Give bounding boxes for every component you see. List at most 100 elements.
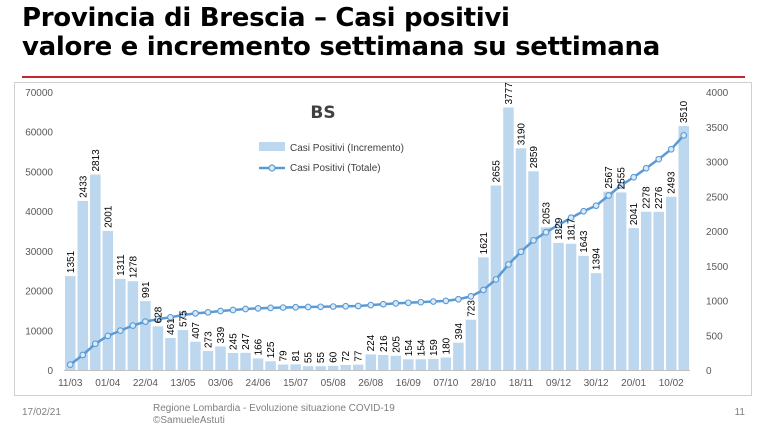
y-right-tick-label: 4000	[706, 88, 729, 99]
bar-data-label: 159	[429, 339, 440, 356]
bar	[565, 243, 577, 370]
line-point	[242, 305, 249, 313]
bar	[653, 211, 664, 370]
bar-data-label: 55	[304, 352, 315, 364]
x-tick-label: 03/06	[208, 378, 233, 389]
bar-data-label: 180	[441, 337, 452, 354]
x-tick-label: 13/05	[170, 378, 195, 389]
footer-source-line-2: ©SamueleAstuti	[153, 415, 225, 426]
line-point	[154, 315, 162, 323]
bar	[453, 342, 464, 370]
y-right-tick-label: 3000	[706, 158, 729, 169]
line-point	[317, 303, 325, 311]
y-left-tick-label: 0	[47, 366, 53, 377]
bar	[365, 354, 376, 370]
bar	[327, 365, 339, 370]
line-point	[617, 182, 625, 189]
bar-data-label: 2278	[642, 186, 653, 209]
bar-data-label: 77	[354, 350, 365, 362]
bar-data-label: 216	[379, 335, 390, 352]
bars-layer	[65, 107, 689, 370]
bar-data-label: 154	[404, 339, 415, 356]
footer-source: Regione Lombardia - Evoluzione situazion…	[153, 403, 395, 427]
line-point	[167, 313, 174, 321]
legend-label-bars: Casi Positivi (Incremento)	[290, 143, 404, 154]
bar	[227, 352, 239, 370]
x-tick-label: 24/06	[246, 378, 271, 389]
bar-data-label: 205	[391, 336, 402, 353]
bar-data-label: 2001	[103, 205, 114, 228]
bar-data-label: 1351	[66, 250, 77, 273]
bar-data-label: 2813	[91, 149, 102, 172]
x-tick-label: 01/04	[95, 378, 120, 389]
y-right-tick-label: 1000	[706, 297, 729, 308]
bar	[202, 351, 214, 370]
line-point	[505, 261, 512, 268]
line-point	[342, 302, 350, 310]
bar	[503, 107, 514, 370]
bar	[215, 346, 226, 370]
bar	[77, 200, 89, 370]
bar	[428, 358, 439, 370]
bar-data-label: 991	[141, 281, 152, 298]
y-left-tick-label: 70000	[25, 88, 53, 99]
bar-data-label: 224	[366, 334, 377, 351]
bar	[140, 301, 151, 370]
line-point	[304, 303, 312, 311]
line-point	[79, 351, 87, 359]
bar	[540, 227, 552, 370]
x-tick-label: 09/12	[546, 378, 571, 389]
y-right-tick-label: 2000	[706, 227, 729, 238]
bar	[315, 366, 326, 370]
y-right-tick-label: 500	[706, 331, 723, 342]
bar	[478, 257, 489, 370]
line-point	[592, 202, 600, 210]
x-tick-label: 11/03	[58, 378, 83, 389]
line-point	[116, 327, 124, 334]
bar	[277, 364, 289, 370]
bar	[302, 366, 314, 370]
bar	[590, 273, 602, 370]
bar-data-label: 2567	[604, 166, 615, 189]
line-point	[329, 303, 337, 310]
line-point	[104, 332, 112, 340]
y-left-tick-label: 50000	[25, 167, 53, 178]
legend-swatch-bars	[259, 142, 285, 151]
bar-data-label: 461	[166, 318, 177, 335]
line-point	[254, 305, 262, 312]
page-title: Provincia di Brescia – Casi positivi val…	[22, 4, 660, 61]
bar-data-label: 60	[329, 351, 340, 363]
legend: Casi Positivi (Incremento) Casi Positivi…	[259, 142, 404, 174]
bar-data-label: 3777	[504, 82, 515, 105]
line-point	[605, 192, 612, 199]
x-tick-label: 05/08	[321, 378, 346, 389]
line-point	[379, 300, 387, 308]
bar	[102, 230, 114, 370]
line-point	[91, 340, 99, 348]
line-point	[667, 145, 675, 153]
bar	[165, 337, 176, 370]
y-left-tick-label: 20000	[25, 287, 53, 298]
line-point	[179, 311, 187, 319]
bar-data-label: 273	[203, 331, 214, 348]
bar-data-label: 72	[341, 350, 352, 362]
line-point	[142, 318, 149, 325]
legend-swatch-marker	[268, 164, 276, 172]
bar	[390, 355, 402, 370]
bar-data-label: 1643	[579, 230, 590, 253]
line-point	[630, 173, 638, 181]
bar-data-label: 575	[178, 310, 189, 327]
bar-data-label: 1311	[116, 254, 127, 276]
bar-data-label: 245	[229, 333, 240, 350]
bar-data-label: 1621	[479, 232, 490, 255]
bar	[465, 319, 477, 370]
bar	[403, 359, 414, 370]
x-tick-label: 30/12	[584, 378, 609, 389]
bar	[90, 174, 101, 370]
bar-data-label: 3510	[679, 100, 690, 123]
legend-label-line: Casi Positivi (Totale)	[290, 163, 381, 174]
line-point	[655, 155, 663, 163]
footer-date: 17/02/21	[22, 407, 61, 418]
bar	[240, 352, 251, 370]
line-point	[192, 310, 199, 317]
